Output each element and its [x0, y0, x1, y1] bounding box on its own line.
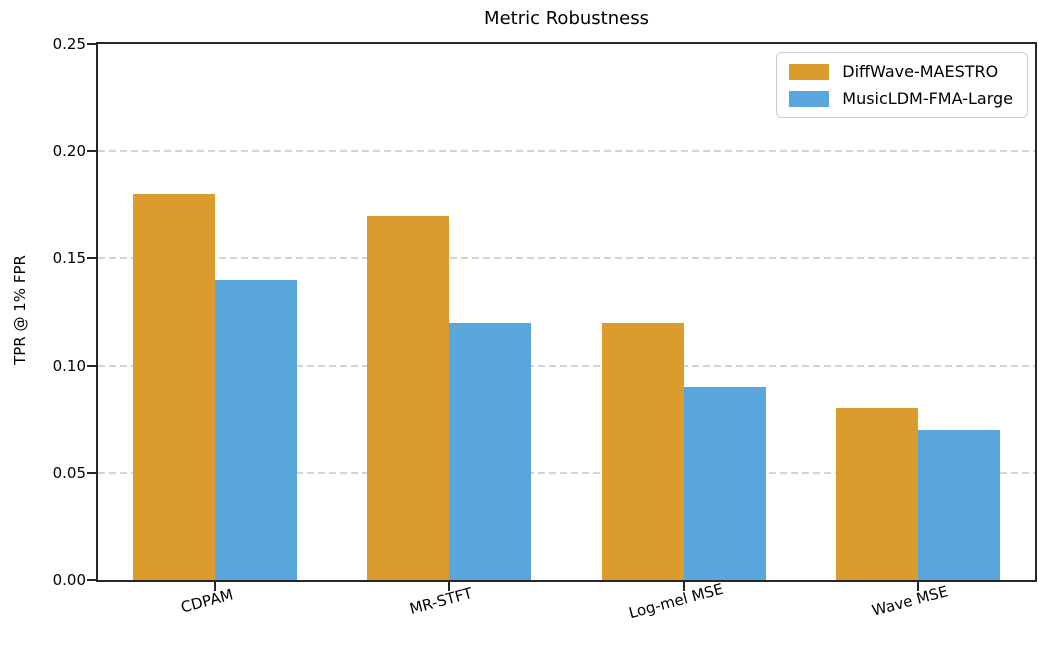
x-tick-mark: [214, 582, 217, 591]
gridline: [98, 150, 1035, 153]
y-tick-mark: [87, 364, 96, 367]
y-tick-label: 0.05: [52, 463, 86, 482]
x-tick-label: Wave MSE: [869, 582, 950, 620]
chart-title: Metric Robustness: [484, 8, 649, 29]
gridline: [98, 471, 1035, 474]
legend-item: MusicLDM-FMA-Large: [789, 89, 1013, 108]
bar: [215, 279, 298, 580]
y-tick-mark: [87, 471, 96, 474]
bar: [683, 387, 766, 580]
legend-label: MusicLDM-FMA-Large: [842, 89, 1013, 108]
x-tick-mark: [916, 582, 919, 591]
y-tick-mark: [87, 43, 96, 45]
bar: [917, 429, 1000, 580]
y-tick-mark: [87, 257, 96, 260]
bar: [835, 408, 918, 580]
y-tick-label: 0.25: [52, 35, 86, 53]
bar: [449, 322, 532, 580]
bar: [601, 322, 684, 580]
bar: [133, 194, 216, 580]
x-tick-label: MR-STFT: [407, 583, 475, 619]
y-tick-mark: [87, 150, 96, 153]
y-tick-label: 0.00: [52, 571, 86, 589]
y-tick-label: 0.20: [52, 142, 86, 161]
gridline: [98, 257, 1035, 260]
y-tick-label: 0.15: [52, 249, 86, 268]
legend-item: DiffWave-MAESTRO: [789, 62, 1013, 81]
plot-area: 0.00 0.05 0.10 0.15 0.20 0.25 CDPAM MR-STFT Log-…: [53, 35, 1037, 622]
legend-swatch: [789, 90, 830, 107]
x-tick-label: Log-mel MSE: [626, 579, 725, 623]
legend-swatch: [789, 63, 830, 80]
x-tick-mark: [682, 582, 685, 591]
gridline: [98, 364, 1035, 367]
y-tick-mark: [87, 579, 96, 581]
x-tick-label: CDPAM: [179, 585, 236, 617]
x-tick-mark: [448, 582, 451, 591]
bar: [367, 215, 450, 580]
y-axis-label: TPR @ 1% FPR: [11, 255, 29, 365]
legend-label: DiffWave-MAESTRO: [842, 62, 999, 81]
y-tick-label: 0.10: [52, 356, 86, 375]
legend: DiffWave-MAESTRO MusicLDM-FMA-Large: [776, 52, 1028, 118]
